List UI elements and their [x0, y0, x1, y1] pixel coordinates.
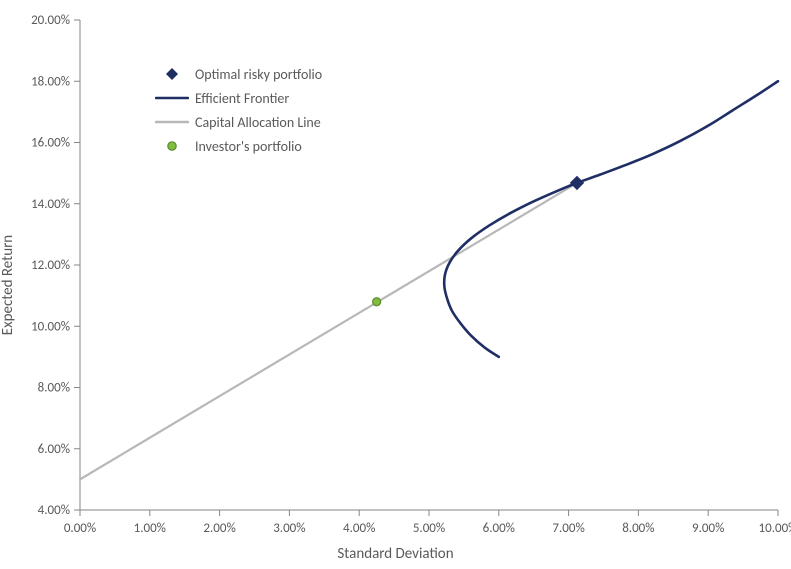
x-axis-label: Standard Deviation [337, 545, 453, 563]
chart-svg: 0.00% 1.00% 2.00% 3.00% 4.00% 5.00% 6.00% 7.00%… [0, 0, 791, 569]
capital-allocation-line [80, 183, 577, 479]
x-tick-label: 3.00% [273, 521, 305, 536]
y-tick-label: 18.00% [31, 74, 70, 89]
efficient-frontier-line [444, 81, 778, 357]
legend-swatch-investor [155, 139, 189, 153]
legend-item-cal: Capital Allocation Line [155, 110, 322, 134]
legend-label: Optimal risky portfolio [195, 66, 322, 83]
legend-swatch-optimal [155, 67, 189, 81]
legend-label: Efficient Frontier [195, 90, 289, 107]
x-tick-label: 8.00% [622, 521, 654, 536]
y-tick-label: 12.00% [31, 258, 70, 273]
y-tick-label: 10.00% [31, 319, 70, 334]
y-tick-label: 20.00% [31, 13, 70, 28]
efficient-frontier-chart: Expected Return 0.00% 1.00% 2.00% 3.00% 4.00… [0, 0, 791, 569]
investor-portfolio-marker [373, 298, 381, 306]
y-tick-label: 14.00% [31, 197, 70, 212]
chart-legend: Optimal risky portfolio Efficient Frontie… [155, 62, 322, 158]
legend-swatch-cal [155, 115, 189, 129]
x-tick-label: 6.00% [483, 521, 515, 536]
x-tick-label: 1.00% [134, 521, 166, 536]
y-tick-label: 4.00% [38, 503, 70, 518]
x-tick-label: 2.00% [203, 521, 235, 536]
y-tick-label: 8.00% [38, 381, 70, 396]
legend-swatch-frontier [155, 91, 189, 105]
legend-label: Investor's portfolio [195, 138, 302, 155]
x-tick-label: 0.00% [64, 521, 96, 536]
legend-item-frontier: Efficient Frontier [155, 86, 322, 110]
y-tick-label: 16.00% [31, 136, 70, 151]
x-tick-label: 7.00% [552, 521, 584, 536]
y-tick-label: 6.00% [38, 442, 70, 457]
x-tick-label: 9.00% [692, 521, 724, 536]
legend-item-optimal: Optimal risky portfolio [155, 62, 322, 86]
optimal-risky-portfolio-marker [570, 176, 583, 189]
x-tick-label: 4.00% [343, 521, 375, 536]
x-tick-label: 5.00% [413, 521, 445, 536]
legend-item-investor: Investor's portfolio [155, 134, 322, 158]
x-tick-label: 10.00% [759, 521, 791, 536]
legend-label: Capital Allocation Line [195, 114, 321, 131]
y-axis-label: Expected Return [0, 234, 17, 334]
